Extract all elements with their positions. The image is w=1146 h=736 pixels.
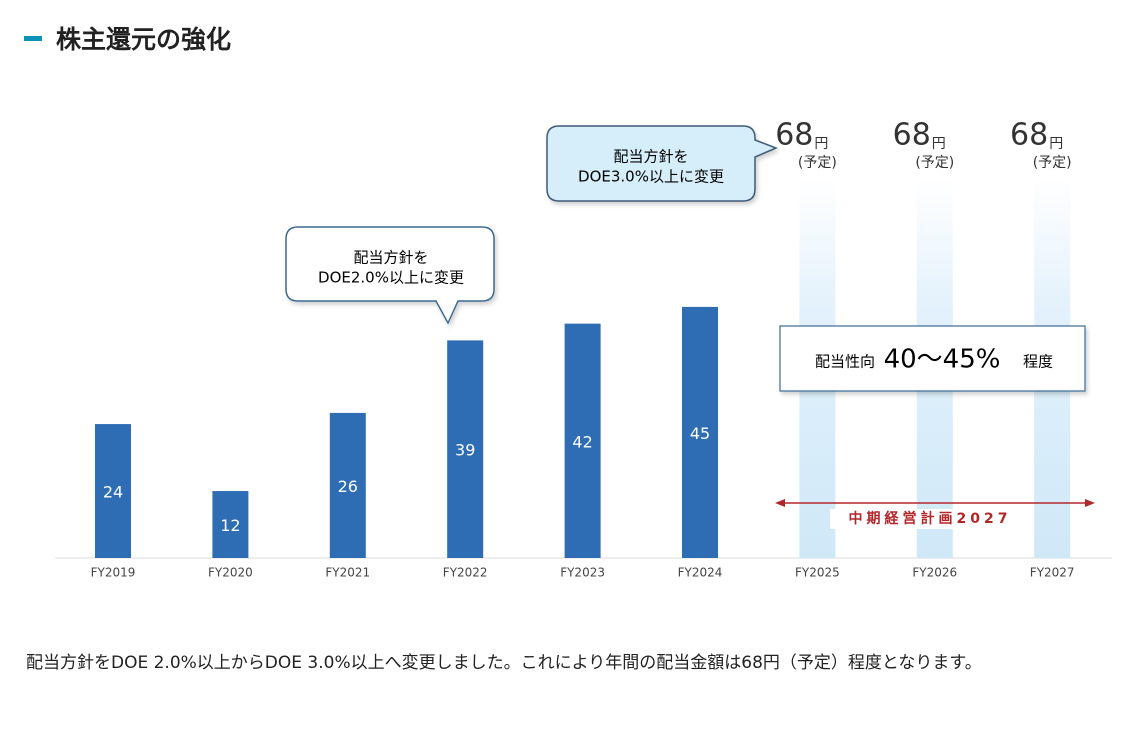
x-tick-label: FY2026	[912, 566, 957, 580]
note-label: (予定)	[798, 155, 837, 171]
chart: 24 FY2019 12 FY2020 26 FY2021 39 FY2022 42 FY2023…	[55, 118, 1112, 580]
payout-value: 40〜45%	[884, 345, 1001, 375]
callout-text: 配当方針を	[353, 249, 428, 267]
callout-box	[285, 226, 495, 325]
payout-box	[779, 325, 1086, 392]
x-tick-label: FY2022	[443, 566, 488, 580]
data-label: 42	[572, 432, 592, 451]
data-label: 45	[690, 424, 710, 443]
data-label: 68	[775, 118, 813, 153]
unit-label: 円	[1049, 136, 1063, 152]
bar	[329, 412, 366, 558]
x-tick-label: FY2027	[1030, 566, 1075, 580]
callout-box	[546, 125, 778, 202]
x-tick-label: FY2020	[208, 566, 253, 580]
payout-suffix: 程度	[1023, 353, 1053, 371]
section-title: 株主還元の強化	[56, 25, 232, 54]
note-label: (予定)	[915, 155, 954, 171]
data-label: 39	[455, 441, 475, 460]
body-text: 配当方針をDOE 2.0%以上からDOE 3.0%以上へ変更しました。これにより…	[26, 653, 982, 673]
x-tick-label: FY2024	[678, 566, 723, 580]
data-label: 12	[220, 516, 240, 535]
callout-text: 配当方針を	[613, 148, 688, 166]
bar	[95, 424, 131, 558]
payout-label: 配当性向	[815, 353, 875, 371]
unit-label: 円	[814, 136, 828, 152]
x-tick-label: FY2021	[325, 566, 370, 580]
unit-label: 円	[932, 136, 946, 152]
x-tick-label: FY2023	[560, 566, 605, 580]
data-label: 26	[338, 477, 358, 496]
bar	[564, 323, 601, 558]
data-label: 24	[103, 483, 123, 502]
bar	[682, 306, 718, 558]
data-label: 68	[893, 118, 931, 153]
x-tick-label: FY2025	[795, 566, 840, 580]
bar	[447, 340, 484, 558]
plan-label-bg	[830, 509, 1030, 529]
x-tick-label: FY2019	[91, 566, 136, 580]
title-marker	[24, 36, 42, 41]
data-label: 68	[1010, 118, 1048, 153]
callout-text: DOE2.0%以上に変更	[318, 269, 464, 287]
bar	[212, 491, 249, 558]
note-label: (予定)	[1033, 155, 1072, 171]
plan-label: 中期経営計画2027	[849, 510, 1012, 527]
callout-text: DOE3.0%以上に変更	[578, 168, 724, 186]
